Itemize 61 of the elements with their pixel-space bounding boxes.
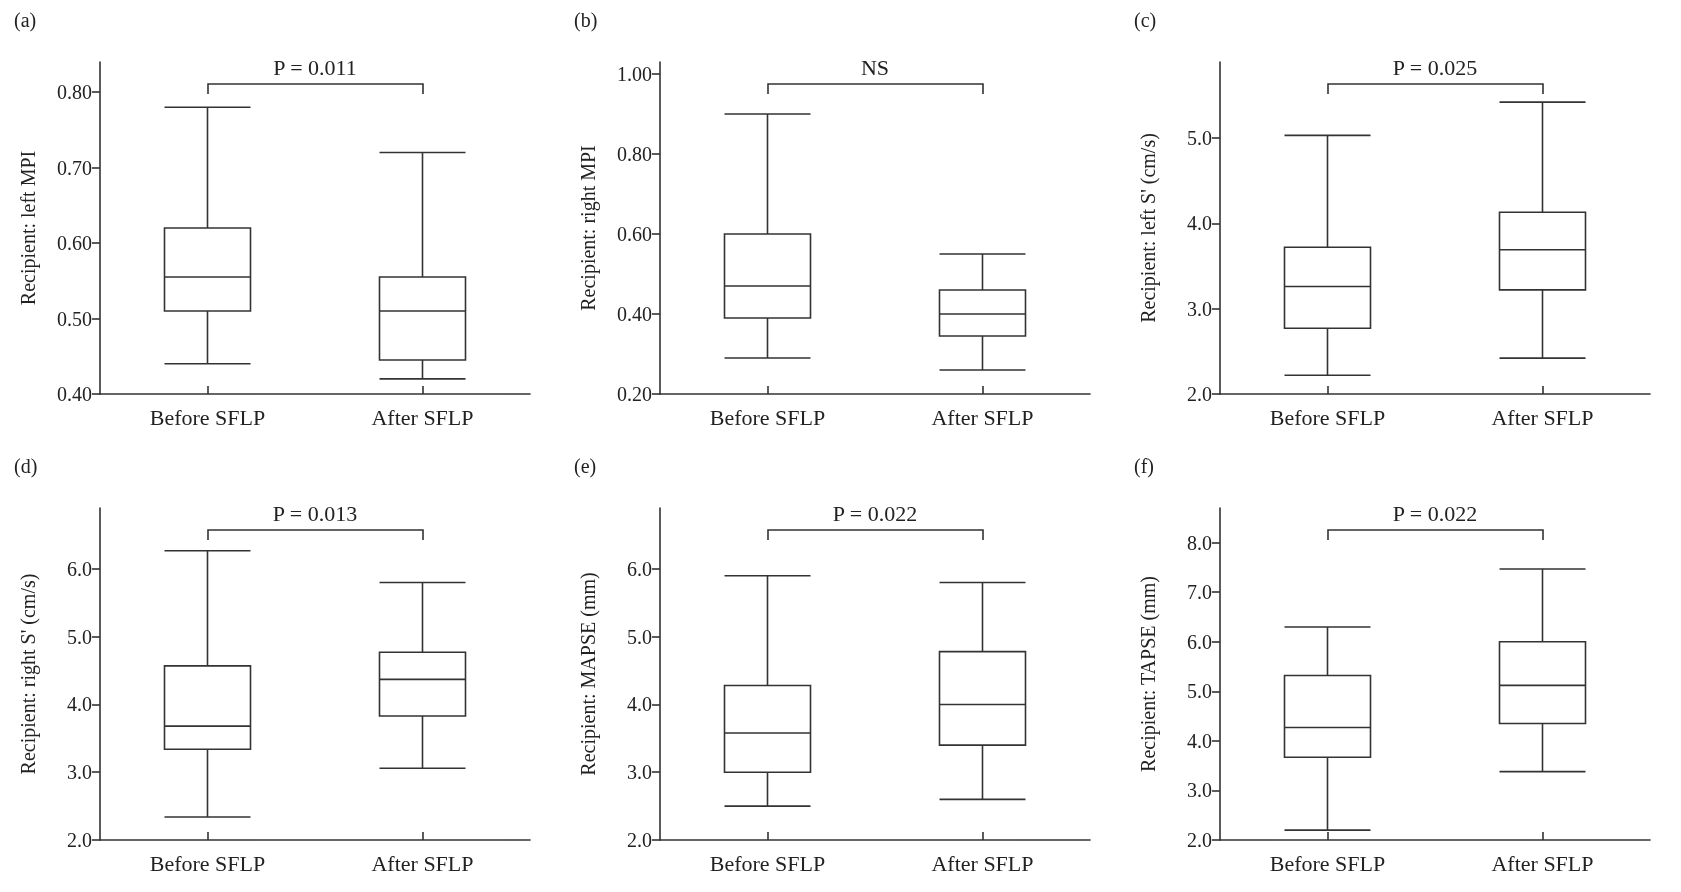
y-tick-label: 2.0 [67,829,92,851]
x-tick-label: Before SFLP [149,404,266,430]
x-tick-label: Before SFLP [1269,404,1386,430]
y-tick-label: 4.0 [67,693,92,716]
y-tick-label: 0.80 [57,81,92,104]
x-tick-label: After SFLP [931,404,1034,430]
y-tick-label: 5.0 [627,625,652,648]
x-tick-label: After SFLP [1491,404,1594,430]
annotation: P = 0.022 [1392,500,1478,526]
y-tick-label: 0.40 [617,303,652,325]
y-tick-label: 4.0 [627,693,652,716]
y-axis-title: Recipient: right MPI [577,145,600,311]
annotation: P = 0.013 [272,500,358,526]
y-tick-label: 0.20 [617,383,652,405]
y-tick-label: 0.80 [617,143,652,165]
chart-title: (e) [574,455,597,478]
x-tick-label: After SFLP [371,404,474,430]
annotation: P = 0.025 [1392,54,1478,80]
chart-title: (d) [14,455,38,478]
y-tick-label: 5.0 [1187,680,1212,703]
x-tick-label: After SFLP [371,850,474,876]
y-axis-title: Recipient: MAPSE (mm) [577,572,600,776]
y-tick-label: 1.00 [617,63,652,85]
y-tick-label: 3.0 [1187,297,1212,320]
x-tick-label: Before SFLP [709,850,826,876]
y-tick-label: 4.0 [1187,212,1212,235]
y-tick-label: 3.0 [1187,779,1212,802]
y-axis-title: Recipient: left S' (cm/s) [1137,133,1160,323]
y-tick-label: 2.0 [1187,829,1212,851]
y-tick-label: 3.0 [627,761,652,784]
chart-title: (b) [574,9,598,32]
y-tick-label: 2.0 [1187,383,1212,405]
y-tick-label: 6.0 [1187,630,1212,653]
y-tick-label: 8.0 [1187,531,1212,554]
y-tick-label: 2.0 [627,829,652,851]
y-tick-label: 0.60 [617,223,652,245]
y-axis-title: Recipient: TAPSE (mm) [1137,576,1160,772]
x-tick-label: Before SFLP [149,850,266,876]
y-tick-label: 5.0 [1187,126,1212,149]
y-tick-label: 0.50 [57,307,92,330]
annotation: P = 0.011 [273,54,357,80]
y-tick-label: 3.0 [67,761,92,784]
chart-title: (f) [1134,455,1154,478]
x-tick-label: Before SFLP [709,404,826,430]
y-tick-label: 6.0 [67,557,92,580]
y-tick-label: 5.0 [67,625,92,648]
y-tick-label: 0.40 [57,383,92,405]
y-tick-label: 0.70 [57,156,92,179]
y-tick-label: 0.60 [57,232,92,255]
annotation: NS [860,54,890,80]
y-tick-label: 4.0 [1187,729,1212,752]
annotation: P = 0.022 [832,500,918,526]
x-tick-label: After SFLP [1491,850,1594,876]
y-tick-label: 6.0 [627,557,652,580]
y-axis-title: Recipient: left MPI [17,150,40,306]
chart-title: (c) [1134,9,1157,32]
chart-title: (a) [14,9,37,32]
x-tick-label: Before SFLP [1269,850,1386,876]
y-tick-label: 7.0 [1187,581,1212,604]
y-axis-title: Recipient: right S' (cm/s) [17,573,40,775]
x-tick-label: After SFLP [931,850,1034,876]
